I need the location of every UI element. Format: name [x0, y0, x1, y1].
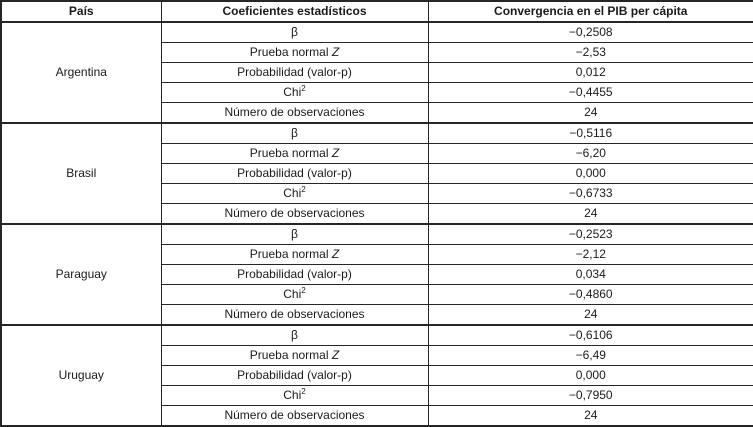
- table-row: Prueba normal Z −6,20: [1, 143, 753, 164]
- stat-value-cell: −0,4455: [427, 82, 753, 103]
- table-row: Número de observaciones 24: [1, 304, 753, 326]
- stat-value-cell: −0,5116: [427, 122, 753, 144]
- stat-label-text: Prueba normal: [249, 246, 332, 261]
- table-row: Chi2 −0,4860: [1, 284, 753, 305]
- country-cell-brasil: Brasil: [0, 122, 162, 225]
- stat-label-text: Número de observaciones: [224, 104, 365, 119]
- table-row: Brasil β −0,5116: [0, 122, 753, 225]
- stat-value-cell: 24: [427, 304, 753, 326]
- stat-label-cell: Probabilidad (valor-p): [160, 264, 429, 285]
- stat-label-cell: Prueba normal Z: [160, 143, 429, 164]
- stat-label-text: β: [291, 327, 298, 342]
- stat-label-text: Chi: [283, 84, 302, 99]
- stat-label-italic: Z: [331, 246, 340, 261]
- stat-label-text: Número de observaciones: [224, 407, 365, 422]
- stat-label-italic: Z: [331, 145, 340, 160]
- stat-label-text: β: [291, 24, 298, 39]
- header-coeficientes: Coeficientes estadísticos: [160, 0, 429, 23]
- stat-label-text: Probabilidad (valor-p): [237, 367, 352, 382]
- stat-label-cell: Número de observaciones: [160, 102, 429, 124]
- stat-value-cell: 0,000: [427, 163, 753, 184]
- stat-label-cell: Chi2: [160, 82, 429, 103]
- stat-label-cell: Probabilidad (valor-p): [160, 365, 429, 386]
- stat-label-cell: Prueba normal Z: [160, 42, 429, 63]
- stat-value-cell: −6,49: [427, 345, 753, 366]
- stat-value-cell: 0,012: [427, 62, 753, 83]
- header-convergencia: Convergencia en el PIB per cápita: [427, 0, 753, 23]
- stat-label-cell: Número de observaciones: [160, 405, 429, 427]
- stat-label-sup: 2: [301, 285, 306, 295]
- table-row: Chi2 −0,6733: [1, 183, 753, 204]
- table-row: Prueba normal Z −2,12: [1, 244, 753, 265]
- stat-label-sup: 2: [301, 184, 306, 194]
- stat-value-cell: −0,4860: [427, 284, 753, 305]
- stat-label-text: Probabilidad (valor-p): [237, 165, 352, 180]
- stat-label-text: Prueba normal: [249, 347, 332, 362]
- stat-value-cell: −0,6733: [427, 183, 753, 204]
- country-cell-paraguay: Paraguay: [0, 223, 162, 326]
- stat-label-text: Chi: [283, 387, 302, 402]
- stat-label-sup: 2: [301, 83, 306, 93]
- stat-value-cell: −0,7950: [427, 385, 753, 406]
- stat-label-cell: Chi2: [160, 385, 429, 406]
- stat-value-cell: −0,2508: [427, 21, 753, 43]
- stat-label-text: Probabilidad (valor-p): [237, 64, 352, 79]
- stat-label-cell: β: [160, 324, 429, 346]
- table-row: Probabilidad (valor-p) 0,000: [1, 365, 753, 386]
- stat-label-text: Número de observaciones: [224, 306, 365, 321]
- table-row: Paraguay β −0,2523: [0, 223, 753, 326]
- table-row: Argentina β −0,2508: [0, 21, 753, 124]
- stat-value-cell: −2,12: [427, 244, 753, 265]
- stat-label-text: β: [291, 125, 298, 140]
- stat-label-cell: Probabilidad (valor-p): [160, 163, 429, 184]
- country-cell-uruguay: Uruguay: [0, 324, 162, 427]
- stat-label-cell: β: [160, 223, 429, 245]
- stat-label-italic: Z: [331, 347, 340, 362]
- table-row: Chi2 −0,4455: [1, 82, 753, 103]
- stat-label-text: Número de observaciones: [224, 205, 365, 220]
- stat-label-cell: Probabilidad (valor-p): [160, 62, 429, 83]
- header-row: País Coeficientes estadísticos Convergen…: [0, 0, 753, 23]
- table-row: Chi2 −0,7950: [1, 385, 753, 406]
- stat-value-cell: −6,20: [427, 143, 753, 164]
- stat-label-text: Prueba normal: [249, 145, 332, 160]
- stat-value-cell: −0,2523: [427, 223, 753, 245]
- stat-value-cell: −0,6106: [427, 324, 753, 346]
- table-row: Número de observaciones 24: [1, 203, 753, 225]
- stat-value-cell: 24: [427, 405, 753, 427]
- stat-value-cell: 0,000: [427, 365, 753, 386]
- table-row: Uruguay β −0,6106: [0, 324, 753, 427]
- stat-value-cell: 24: [427, 203, 753, 225]
- stat-label-text: Chi: [283, 185, 302, 200]
- stat-label-text: β: [291, 226, 298, 241]
- table-row: Número de observaciones 24: [1, 102, 753, 124]
- stat-label-text: Probabilidad (valor-p): [237, 266, 352, 281]
- stat-label-cell: Número de observaciones: [160, 304, 429, 326]
- stat-label-italic: Z: [331, 44, 340, 59]
- stat-label-text: Prueba normal: [249, 44, 332, 59]
- stat-value-cell: 24: [427, 102, 753, 124]
- country-cell-argentina: Argentina: [0, 21, 162, 124]
- stat-value-cell: 0,034: [427, 264, 753, 285]
- stat-label-sup: 2: [301, 386, 306, 396]
- stat-label-cell: Chi2: [160, 284, 429, 305]
- stat-label-text: Chi: [283, 286, 302, 301]
- stat-label-cell: β: [160, 21, 429, 43]
- stat-label-cell: Número de observaciones: [160, 203, 429, 225]
- header-pais: País: [0, 0, 162, 23]
- stat-label-cell: Prueba normal Z: [160, 345, 429, 366]
- stat-label-cell: β: [160, 122, 429, 144]
- stat-label-cell: Chi2: [160, 183, 429, 204]
- stat-value-cell: −2,53: [427, 42, 753, 63]
- stat-label-cell: Prueba normal Z: [160, 244, 429, 265]
